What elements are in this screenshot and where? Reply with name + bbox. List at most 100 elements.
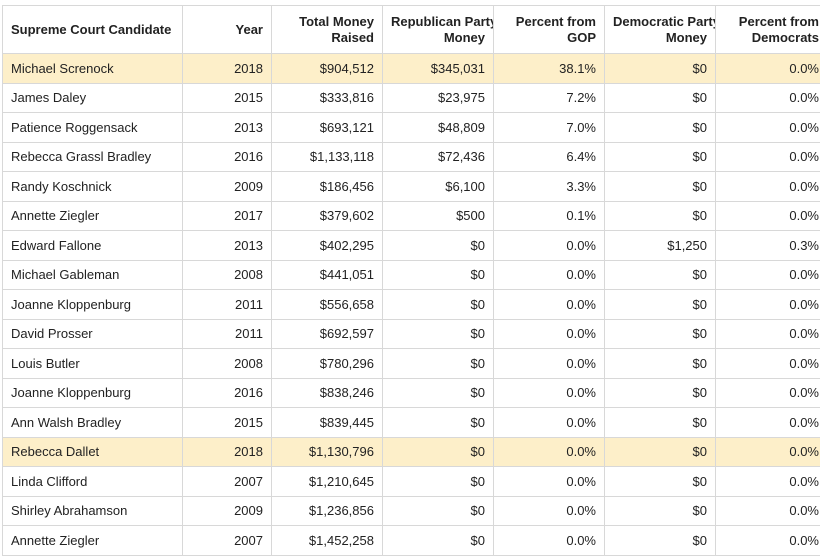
header-percent-democrats[interactable]: Percent from Democrats	[715, 5, 820, 54]
percent-gop-cell[interactable]: 0.0%	[493, 436, 605, 467]
percent-gop-cell[interactable]: 7.0%	[493, 112, 605, 143]
democratic-money-cell[interactable]: $0	[604, 171, 716, 202]
percent-democrats-cell[interactable]: 0.0%	[715, 348, 820, 379]
candidate-cell[interactable]: David Prosser	[2, 318, 183, 349]
republican-money-cell[interactable]: $72,436	[382, 141, 494, 172]
percent-democrats-cell[interactable]: 0.3%	[715, 230, 820, 261]
republican-money-cell[interactable]: $0	[382, 230, 494, 261]
table-row[interactable]: Ann Walsh Bradley 2015 $839,445 $0 0.0% $0 0.0…	[2, 407, 820, 438]
percent-democrats-cell[interactable]: 0.0%	[715, 171, 820, 202]
header-total-money[interactable]: Total Money Raised	[271, 5, 383, 54]
democratic-money-cell[interactable]: $0	[604, 82, 716, 113]
republican-money-cell[interactable]: $0	[382, 525, 494, 556]
header-candidate[interactable]: Supreme Court Candidate	[2, 5, 183, 54]
total-money-cell[interactable]: $838,246	[271, 377, 383, 408]
democratic-money-cell[interactable]: $0	[604, 348, 716, 379]
table-row[interactable]: Linda Clifford 2007 $1,210,645 $0 0.0% $0 0.0%	[2, 466, 820, 497]
candidate-cell[interactable]: Randy Koschnick	[2, 171, 183, 202]
header-percent-gop[interactable]: Percent from GOP	[493, 5, 605, 54]
percent-democrats-cell[interactable]: 0.0%	[715, 112, 820, 143]
table-row[interactable]: Patience Roggensack 2013 $693,121 $48,809 7.…	[2, 112, 820, 143]
percent-democrats-cell[interactable]: 0.0%	[715, 82, 820, 113]
percent-gop-cell[interactable]: 0.0%	[493, 259, 605, 290]
table-row[interactable]: Annette Ziegler 2007 $1,452,258 $0 0.0% $0 0.0…	[2, 525, 820, 556]
year-cell[interactable]: 2009	[182, 495, 272, 526]
table-row[interactable]: Michael Gableman 2008 $441,051 $0 0.0% $0 0.0%	[2, 259, 820, 290]
year-cell[interactable]: 2007	[182, 525, 272, 556]
democratic-money-cell[interactable]: $0	[604, 407, 716, 438]
democratic-money-cell[interactable]: $0	[604, 53, 716, 84]
year-cell[interactable]: 2015	[182, 407, 272, 438]
percent-democrats-cell[interactable]: 0.0%	[715, 200, 820, 231]
candidate-cell[interactable]: Annette Ziegler	[2, 200, 183, 231]
total-money-cell[interactable]: $441,051	[271, 259, 383, 290]
table-row[interactable]: Rebecca Dallet 2018 $1,130,796 $0 0.0% $0 0.0%	[2, 436, 820, 467]
democratic-money-cell[interactable]: $0	[604, 112, 716, 143]
republican-money-cell[interactable]: $0	[382, 377, 494, 408]
year-cell[interactable]: 2013	[182, 112, 272, 143]
democratic-money-cell[interactable]: $0	[604, 466, 716, 497]
percent-democrats-cell[interactable]: 0.0%	[715, 289, 820, 320]
year-cell[interactable]: 2018	[182, 436, 272, 467]
candidate-cell[interactable]: Patience Roggensack	[2, 112, 183, 143]
percent-democrats-cell[interactable]: 0.0%	[715, 495, 820, 526]
candidate-cell[interactable]: Linda Clifford	[2, 466, 183, 497]
total-money-cell[interactable]: $1,236,856	[271, 495, 383, 526]
candidate-cell[interactable]: Annette Ziegler	[2, 525, 183, 556]
total-money-cell[interactable]: $1,130,796	[271, 436, 383, 467]
percent-democrats-cell[interactable]: 0.0%	[715, 318, 820, 349]
democratic-money-cell[interactable]: $0	[604, 525, 716, 556]
republican-money-cell[interactable]: $500	[382, 200, 494, 231]
republican-money-cell[interactable]: $0	[382, 348, 494, 379]
percent-gop-cell[interactable]: 6.4%	[493, 141, 605, 172]
candidate-cell[interactable]: Rebecca Grassl Bradley	[2, 141, 183, 172]
percent-gop-cell[interactable]: 3.3%	[493, 171, 605, 202]
percent-gop-cell[interactable]: 0.0%	[493, 377, 605, 408]
percent-democrats-cell[interactable]: 0.0%	[715, 53, 820, 84]
percent-democrats-cell[interactable]: 0.0%	[715, 407, 820, 438]
democratic-money-cell[interactable]: $0	[604, 259, 716, 290]
table-row[interactable]: Annette Ziegler 2017 $379,602 $500 0.1% $0 0.0…	[2, 200, 820, 231]
percent-democrats-cell[interactable]: 0.0%	[715, 259, 820, 290]
year-cell[interactable]: 2016	[182, 377, 272, 408]
total-money-cell[interactable]: $556,658	[271, 289, 383, 320]
table-row[interactable]: Joanne Kloppenburg 2016 $838,246 $0 0.0% $0 0.…	[2, 377, 820, 408]
percent-democrats-cell[interactable]: 0.0%	[715, 525, 820, 556]
candidate-cell[interactable]: Ann Walsh Bradley	[2, 407, 183, 438]
percent-gop-cell[interactable]: 7.2%	[493, 82, 605, 113]
percent-gop-cell[interactable]: 0.0%	[493, 525, 605, 556]
candidate-cell[interactable]: Shirley Abrahamson	[2, 495, 183, 526]
header-year[interactable]: Year	[182, 5, 272, 54]
republican-money-cell[interactable]: $0	[382, 407, 494, 438]
year-cell[interactable]: 2016	[182, 141, 272, 172]
candidate-cell[interactable]: Rebecca Dallet	[2, 436, 183, 467]
democratic-money-cell[interactable]: $0	[604, 436, 716, 467]
candidate-cell[interactable]: Michael Screnock	[2, 53, 183, 84]
republican-money-cell[interactable]: $6,100	[382, 171, 494, 202]
democratic-money-cell[interactable]: $0	[604, 141, 716, 172]
republican-money-cell[interactable]: $0	[382, 466, 494, 497]
democratic-money-cell[interactable]: $1,250	[604, 230, 716, 261]
year-cell[interactable]: 2008	[182, 259, 272, 290]
republican-money-cell[interactable]: $0	[382, 318, 494, 349]
republican-money-cell[interactable]: $345,031	[382, 53, 494, 84]
candidate-cell[interactable]: Joanne Kloppenburg	[2, 377, 183, 408]
percent-democrats-cell[interactable]: 0.0%	[715, 436, 820, 467]
total-money-cell[interactable]: $692,597	[271, 318, 383, 349]
total-money-cell[interactable]: $839,445	[271, 407, 383, 438]
table-row[interactable]: Edward Fallone 2013 $402,295 $0 0.0% $1,250 0.…	[2, 230, 820, 261]
republican-money-cell[interactable]: $23,975	[382, 82, 494, 113]
year-cell[interactable]: 2011	[182, 318, 272, 349]
table-row[interactable]: Shirley Abrahamson 2009 $1,236,856 $0 0.0% $0…	[2, 495, 820, 526]
republican-money-cell[interactable]: $0	[382, 259, 494, 290]
year-cell[interactable]: 2015	[182, 82, 272, 113]
year-cell[interactable]: 2008	[182, 348, 272, 379]
percent-gop-cell[interactable]: 0.0%	[493, 230, 605, 261]
year-cell[interactable]: 2018	[182, 53, 272, 84]
total-money-cell[interactable]: $693,121	[271, 112, 383, 143]
percent-gop-cell[interactable]: 0.0%	[493, 318, 605, 349]
republican-money-cell[interactable]: $0	[382, 495, 494, 526]
header-republican-money[interactable]: Republican Party Money	[382, 5, 494, 54]
total-money-cell[interactable]: $780,296	[271, 348, 383, 379]
candidate-cell[interactable]: Joanne Kloppenburg	[2, 289, 183, 320]
